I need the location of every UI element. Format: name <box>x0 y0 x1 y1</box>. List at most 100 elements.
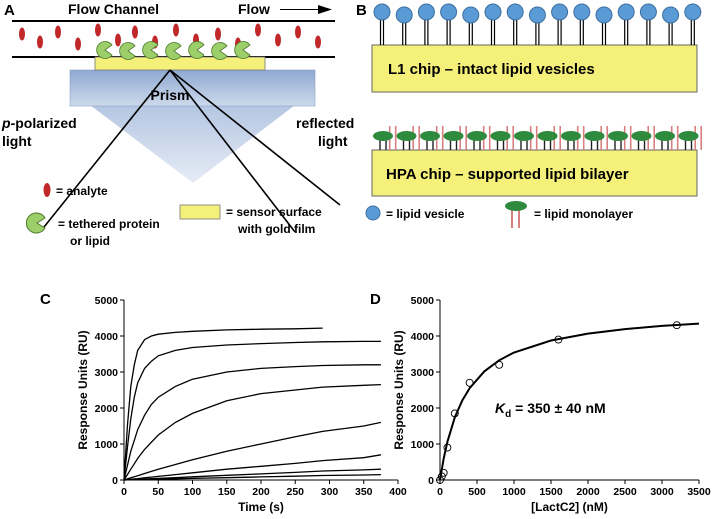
flow-arrow <box>280 5 332 14</box>
analyte <box>275 33 281 47</box>
y-tick-label: 3000 <box>411 367 435 379</box>
vesicle-icon <box>365 205 381 221</box>
sensorgram <box>123 340 381 481</box>
legend-text: or lipid <box>70 234 110 248</box>
legend-text: = lipid vesicle <box>386 207 465 221</box>
panel-label: A <box>4 2 15 19</box>
prism-label: Prism <box>151 87 190 103</box>
x-tick-label: 2500 <box>613 486 637 498</box>
l1-chip <box>371 44 698 93</box>
x-axis-label: Time (s) <box>238 500 284 514</box>
y-tick-label: 2000 <box>411 403 435 415</box>
data-point <box>450 409 459 418</box>
y-tick-label: 1000 <box>411 439 435 451</box>
x-tick-label: 1000 <box>502 486 526 498</box>
l1-chip-label: L1 chip – intact lipid vesicles <box>388 61 595 78</box>
lipid-head <box>443 131 464 141</box>
x-tick-label: 350 <box>355 486 373 498</box>
data-point <box>672 321 681 330</box>
lipid-head <box>537 131 558 141</box>
lipid-vesicle <box>373 3 391 21</box>
analyte <box>215 27 221 41</box>
protein-icon <box>25 212 46 234</box>
sensor-icon <box>179 204 221 220</box>
x-tick-label: 3000 <box>650 486 674 498</box>
lipid-head <box>514 131 534 141</box>
data-point <box>495 360 504 369</box>
x-tick-label: 500 <box>468 486 486 498</box>
tethered-protein <box>188 41 205 59</box>
annotation-sub: d <box>505 409 511 420</box>
lipid-head <box>467 131 487 141</box>
reflected-beam <box>169 69 296 233</box>
analyte <box>295 25 301 39</box>
sensorgram <box>123 421 382 481</box>
data-point <box>465 378 474 387</box>
lipid-vesicle <box>662 6 680 24</box>
reflected-label: reflected <box>296 115 354 131</box>
lipid-head <box>396 131 417 141</box>
y-tick-label: 4000 <box>95 331 119 343</box>
data-point <box>443 443 452 452</box>
x-tick-label: 2000 <box>576 486 600 498</box>
y-tick-label: 0 <box>428 475 434 487</box>
lipid-vesicle <box>506 3 524 21</box>
data-point <box>439 468 448 477</box>
data-point <box>437 472 446 481</box>
lipid-head <box>561 131 581 141</box>
lipid-vesicle <box>617 3 635 21</box>
y-axis-label: Response Units (RU) <box>392 330 406 449</box>
channel-label: Flow Channel <box>68 1 159 17</box>
hpa-chip-label: HPA chip – supported lipid bilayer <box>386 166 629 183</box>
sensorgram <box>123 468 381 481</box>
analyte <box>95 23 101 37</box>
lipid-vesicle <box>462 6 480 24</box>
lipid-vesicle <box>440 3 458 21</box>
y-tick-label: 5000 <box>411 295 435 307</box>
y-tick-label: 4000 <box>411 331 435 343</box>
analyte <box>173 23 179 37</box>
chart-C: C 0 1000 2000 3000 4000 5000 0 50 100 150 200 250 300… <box>40 291 407 514</box>
lipid-vesicle <box>484 3 502 21</box>
lipid-head <box>420 131 440 141</box>
fit-curve <box>439 322 700 481</box>
incident-beam <box>39 69 171 233</box>
x-tick-label: 150 <box>218 486 236 498</box>
y-tick-label: 3000 <box>95 367 119 379</box>
sensorgram <box>123 364 381 481</box>
annotation-italic: K <box>495 400 506 416</box>
x-tick-label: 3500 <box>687 486 711 498</box>
tethered-protein <box>96 41 113 59</box>
prism-triangle <box>90 105 295 183</box>
x-tick-label: 0 <box>437 486 443 498</box>
lipid-vesicle <box>595 6 613 24</box>
panel-label: B <box>356 2 367 19</box>
hpa-chip <box>371 149 698 197</box>
legend-text: = analyte <box>56 184 108 198</box>
data-point <box>436 476 444 484</box>
lipid-vesicle <box>639 3 657 21</box>
tethered-protein <box>165 42 182 60</box>
y-tick-label: 5000 <box>95 295 119 307</box>
lipid-vesicle <box>395 6 413 24</box>
monolayer-icon <box>505 201 527 211</box>
legend-text: = sensor surface <box>226 205 322 219</box>
x-tick-label: 1500 <box>539 486 563 498</box>
incident-label: light <box>2 133 32 149</box>
analyte <box>55 25 61 39</box>
reflected-beam <box>169 69 341 206</box>
y-tick-label: 1000 <box>95 439 119 451</box>
analyte <box>37 35 43 49</box>
analyte <box>255 23 261 37</box>
panel-label: D <box>370 291 381 308</box>
lipid-vesicle <box>528 6 546 24</box>
flow-label: Flow <box>238 1 270 17</box>
tethered-protein <box>119 42 136 60</box>
lipid-vesicle <box>551 3 569 21</box>
x-axis-label: [LactC2] (nM) <box>531 500 608 514</box>
legend-text: = lipid monolayer <box>534 207 633 221</box>
sensorgram <box>123 383 381 481</box>
chart-D: D 0 1000 2000 3000 4000 5000 0 500 1000 1500 2000 25… <box>370 291 711 514</box>
lipid-head <box>608 131 628 141</box>
